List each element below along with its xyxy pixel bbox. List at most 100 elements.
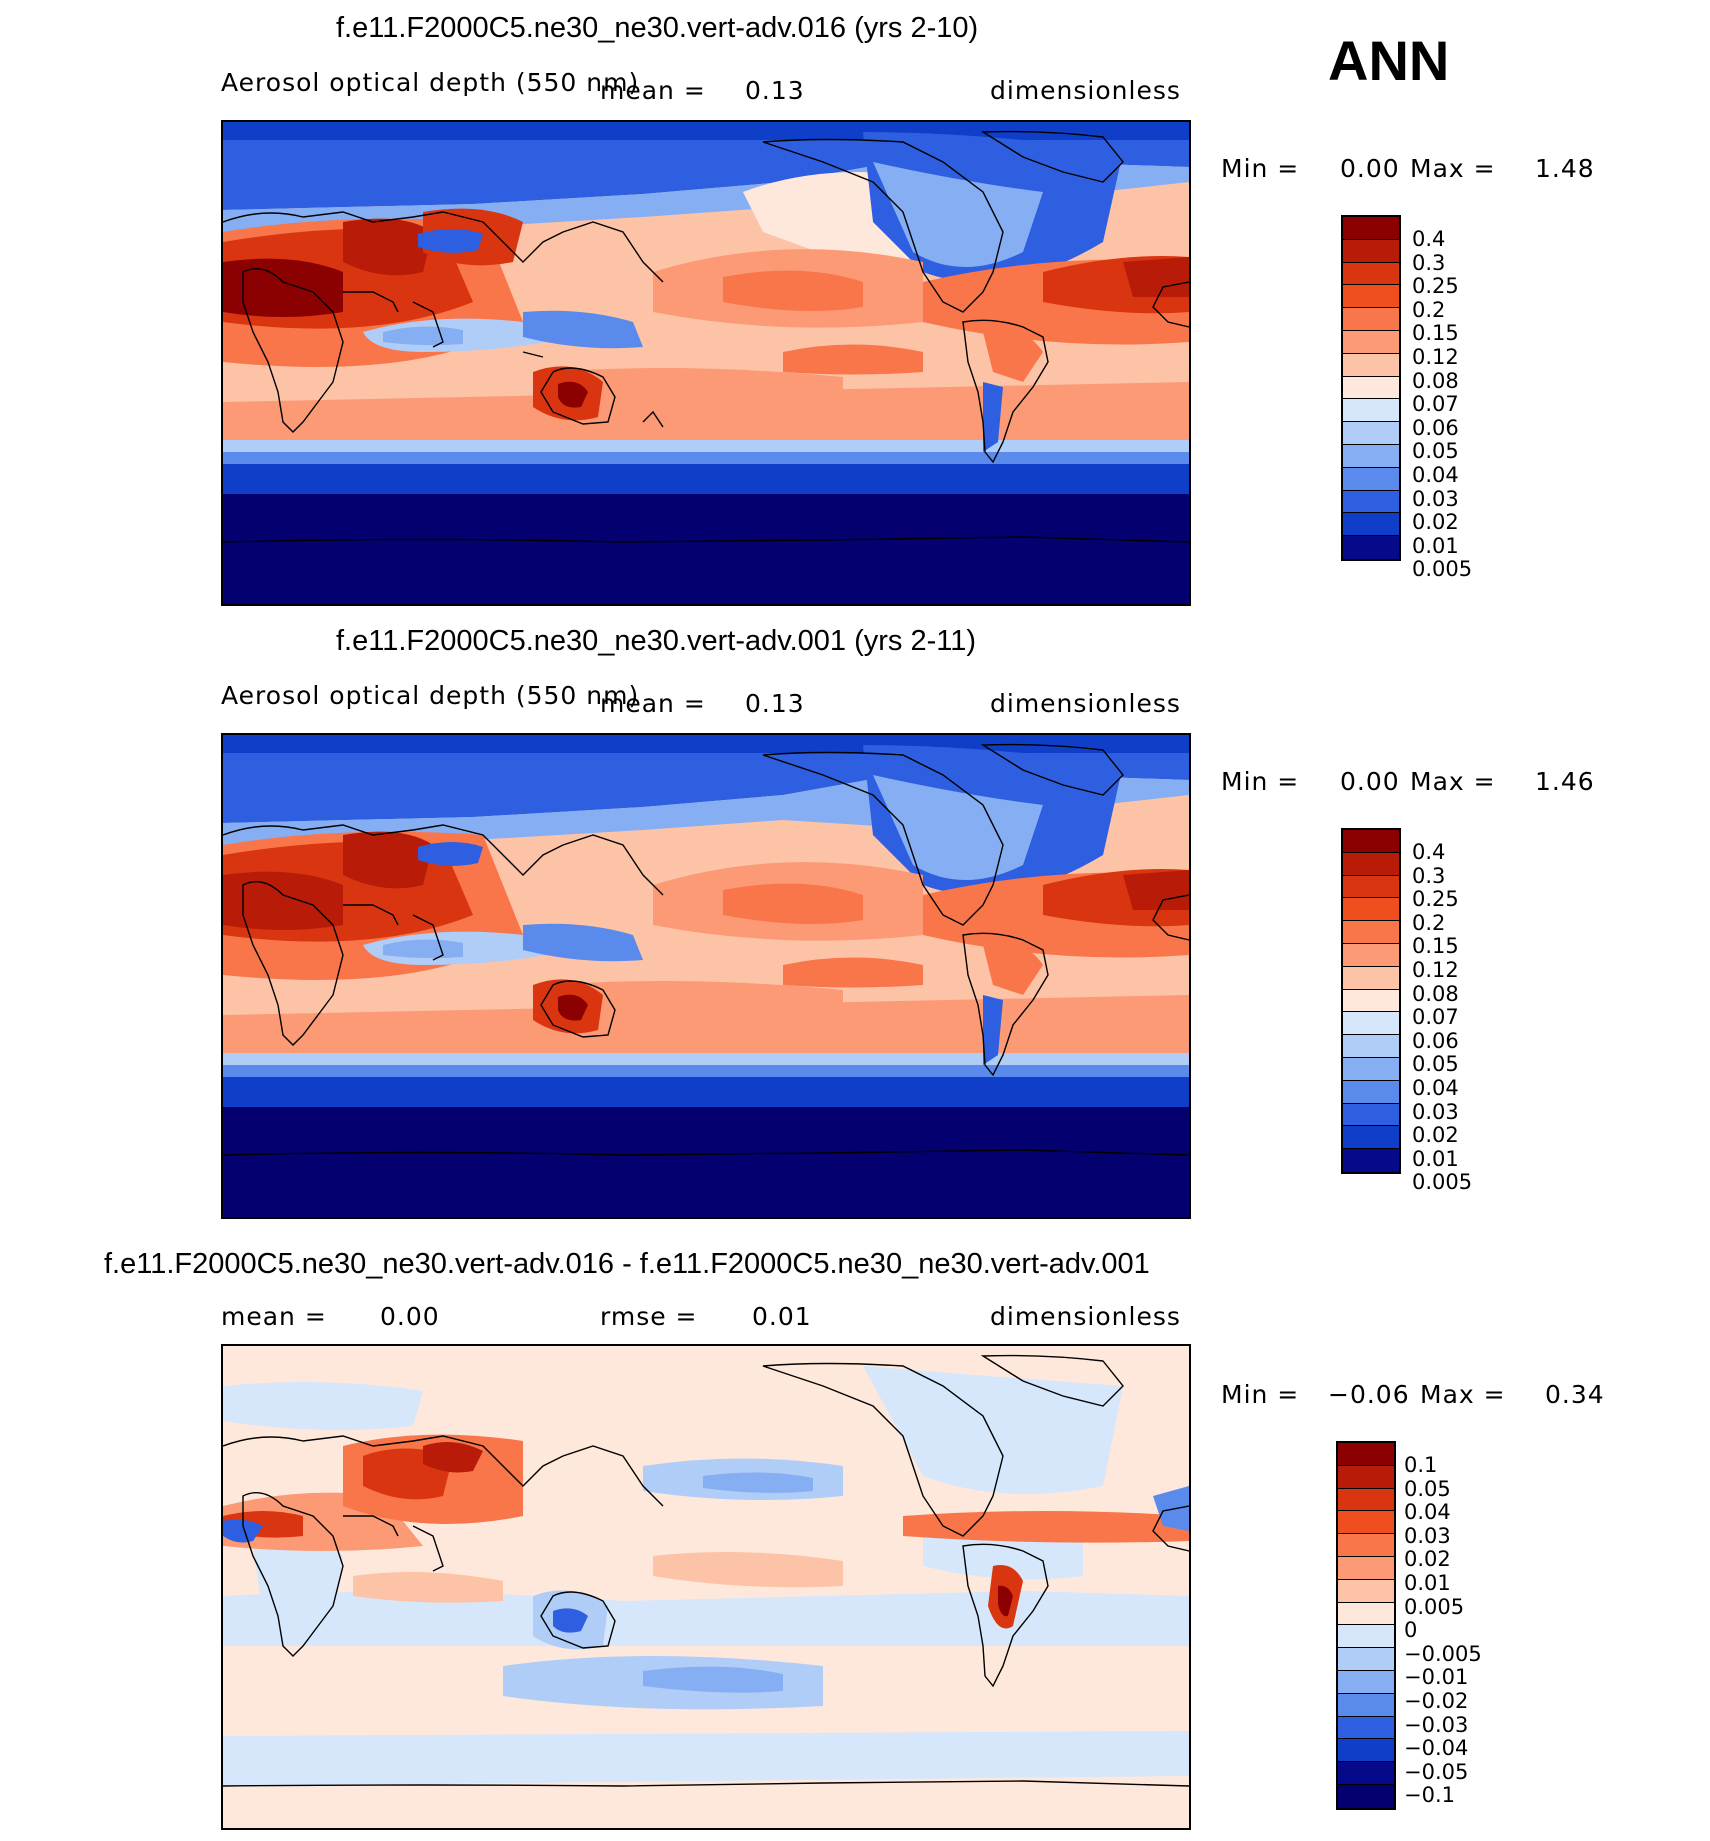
- panel1-mean-value: 0.13: [745, 76, 805, 105]
- season-label: ANN: [1328, 29, 1450, 92]
- colorbar-swatch: [1338, 1648, 1394, 1671]
- colorbar-tick-label: 0.01: [1404, 1571, 1451, 1595]
- colorbar-swatch: [1338, 1443, 1394, 1466]
- colorbar-tick-label: 0.01: [1412, 1146, 1459, 1171]
- colorbar-swatch: [1338, 1625, 1394, 1649]
- colorbar-swatch: [1338, 1762, 1394, 1785]
- panel3-min-value: −0.06: [1328, 1380, 1410, 1409]
- colorbar-swatch: [1343, 376, 1399, 400]
- colorbar-swatch: [1343, 1057, 1399, 1081]
- colorbar-swatch: [1343, 1103, 1399, 1127]
- colorbar-tick-label: 0.02: [1412, 510, 1459, 535]
- colorbar-swatch: [1338, 1670, 1394, 1694]
- colorbar-swatch: [1338, 1488, 1394, 1512]
- colorbar-swatch: [1343, 536, 1399, 559]
- panel1-variable: Aerosol optical depth (550 nm): [221, 68, 640, 97]
- colorbar-tick-label: 0.03: [1412, 1099, 1459, 1124]
- colorbar-swatch: [1343, 830, 1399, 853]
- colorbar-tick-label: 0.1: [1404, 1453, 1438, 1477]
- colorbar-tick-label: −0.05: [1404, 1759, 1469, 1784]
- colorbar-swatch: [1338, 1556, 1394, 1580]
- colorbar-swatch: [1343, 490, 1399, 514]
- colorbar-tick-label: −0.04: [1404, 1736, 1469, 1761]
- colorbar-swatch: [1338, 1465, 1394, 1489]
- colorbar-swatch: [1338, 1716, 1394, 1740]
- colorbar-tick-label: 0.07: [1412, 392, 1459, 417]
- colorbar-tick-label: −0.1: [1404, 1783, 1455, 1808]
- colorbar-swatch: [1338, 1602, 1394, 1626]
- panel2-units: dimensionless: [990, 689, 1181, 718]
- panel1-title: f.e11.F2000C5.ne30_ne30.vert-adv.016 (yr…: [336, 12, 979, 44]
- panel3-rmse-value: 0.01: [752, 1302, 812, 1331]
- colorbar-tick-label: 0.01: [1412, 533, 1459, 558]
- colorbar-tick-label: 0.06: [1412, 415, 1459, 440]
- panel3-max-label: Max =: [1420, 1380, 1506, 1409]
- colorbar-swatch: [1343, 422, 1399, 445]
- panel1-map-svg: [223, 122, 1189, 604]
- panel1-mean-label: mean =: [600, 76, 706, 105]
- colorbar-swatch: [1338, 1511, 1394, 1535]
- colorbar-swatch: [1343, 966, 1399, 990]
- colorbar-tick-label: 0.03: [1404, 1523, 1451, 1548]
- panel2-map-svg: [223, 735, 1189, 1217]
- colorbar-swatch: [1343, 1035, 1399, 1058]
- colorbar-swatch: [1343, 330, 1399, 354]
- colorbar-swatch: [1343, 353, 1399, 377]
- panel3-min-label: Min =: [1221, 1380, 1300, 1409]
- colorbar-tick-label: 0.2: [1412, 910, 1446, 935]
- panel3-units: dimensionless: [990, 1302, 1181, 1331]
- panel1-max-label: Max =: [1410, 154, 1496, 183]
- colorbar-tick-label: 0.3: [1412, 250, 1446, 275]
- panel2-map: [221, 733, 1191, 1219]
- colorbar-tick-label: −0.02: [1404, 1689, 1469, 1713]
- colorbar-tick-label: −0.03: [1404, 1712, 1469, 1737]
- colorbar-tick-label: 0.05: [1412, 1052, 1459, 1077]
- colorbar-swatch: [1343, 308, 1399, 331]
- colorbar-swatch: [1343, 1126, 1399, 1150]
- panel1-colorbar: [1341, 215, 1401, 561]
- colorbar-tick-label: 0.4: [1412, 227, 1446, 251]
- colorbar-tick-label: 0.06: [1412, 1028, 1459, 1053]
- colorbar-tick-label: 0.02: [1404, 1547, 1451, 1572]
- panel3-map: [221, 1344, 1191, 1830]
- panel1-units: dimensionless: [990, 76, 1181, 105]
- colorbar-tick-label: −0.01: [1404, 1665, 1469, 1690]
- colorbar-swatch: [1343, 217, 1399, 240]
- colorbar-tick-label: 0.04: [1412, 1076, 1459, 1100]
- colorbar-tick-label: 0.15: [1412, 321, 1459, 346]
- colorbar-tick-label: 0.25: [1412, 274, 1459, 299]
- colorbar-swatch: [1338, 1739, 1394, 1763]
- colorbar-swatch: [1338, 1693, 1394, 1717]
- colorbar-swatch: [1343, 513, 1399, 537]
- colorbar-swatch: [1343, 239, 1399, 263]
- panel2-max-value: 1.46: [1535, 767, 1595, 796]
- colorbar-tick-label: 0.15: [1412, 934, 1459, 959]
- colorbar-swatch: [1343, 467, 1399, 491]
- panel1-min-label: Min =: [1221, 154, 1300, 183]
- panel3-max-value: 0.34: [1545, 1380, 1605, 1409]
- panel3-mean-label: mean =: [221, 1302, 327, 1331]
- colorbar-swatch: [1343, 921, 1399, 944]
- colorbar-swatch: [1343, 262, 1399, 286]
- panel2-mean-label: mean =: [600, 689, 706, 718]
- colorbar-swatch: [1343, 875, 1399, 899]
- colorbar-tick-label: 0.005: [1412, 557, 1473, 582]
- colorbar-tick-label: 0.07: [1412, 1005, 1459, 1030]
- panel3-mean-value: 0.00: [380, 1302, 440, 1331]
- panel1-min-value: 0.00: [1340, 154, 1400, 183]
- colorbar-tick-label: 0.25: [1412, 887, 1459, 912]
- colorbar-swatch: [1338, 1784, 1394, 1808]
- colorbar-swatch: [1343, 285, 1399, 309]
- colorbar-swatch: [1343, 1149, 1399, 1172]
- colorbar-swatch: [1343, 898, 1399, 922]
- colorbar-swatch: [1343, 989, 1399, 1013]
- panel3-rmse-label: rmse =: [600, 1302, 698, 1331]
- colorbar-tick-label: 0.2: [1412, 297, 1446, 322]
- colorbar-tick-label: 0.005: [1412, 1170, 1473, 1195]
- colorbar-swatch: [1343, 444, 1399, 468]
- colorbar-swatch: [1343, 1012, 1399, 1036]
- panel2-variable: Aerosol optical depth (550 nm): [221, 681, 640, 710]
- panel1-max-value: 1.48: [1535, 154, 1595, 183]
- panel1-map: [221, 120, 1191, 606]
- colorbar-tick-label: 0: [1404, 1618, 1418, 1643]
